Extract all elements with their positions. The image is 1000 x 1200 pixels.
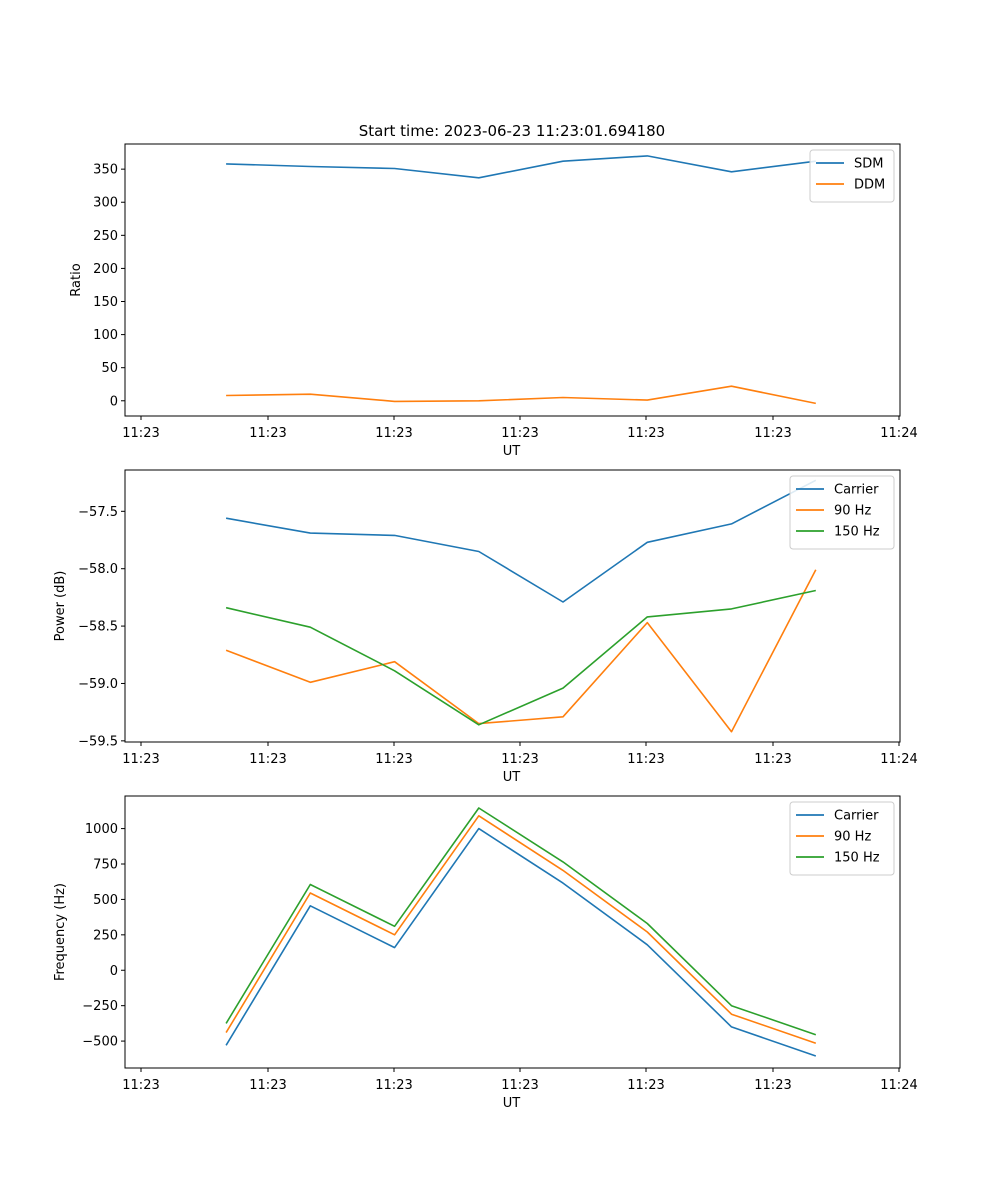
x-tick-label: 11:23: [501, 752, 538, 767]
y-tick-label: −57.5: [78, 505, 118, 520]
x-tick-label: 11:24: [880, 1078, 917, 1093]
y-tick-label: 50: [101, 361, 118, 376]
y-axis-label: Ratio: [69, 263, 84, 296]
legend: Carrier 90 Hz 150 Hz: [789, 801, 895, 876]
chart-panel: 11:23 11:23 11:23 11:23 11:23 11:23 11:24 −500 −…: [53, 795, 918, 1111]
x-tick-label: 11:23: [501, 1078, 538, 1093]
legend-label: Carrier: [834, 809, 879, 824]
legend-label: 150 Hz: [834, 851, 880, 866]
axes-frame: [124, 795, 901, 1069]
x-tick-label: 11:23: [375, 752, 412, 767]
series-line: [226, 155, 816, 179]
y-tick-label: 300: [93, 196, 118, 211]
x-tick-label: 11:23: [122, 1078, 159, 1093]
x-tick-label: 11:24: [880, 752, 917, 767]
legend-label: 150 Hz: [834, 525, 880, 540]
panels: 11:23 11:23 11:23 11:23 11:23 11:23 11:24 0 50 10…: [53, 143, 918, 1111]
y-tick-label: 500: [93, 893, 118, 908]
x-tick-label: 11:23: [754, 426, 791, 441]
legend-label: SDM: [854, 157, 883, 172]
y-tick-label: 1000: [85, 822, 118, 837]
x-tick-label: 11:23: [501, 426, 538, 441]
y-tick-label: 100: [93, 328, 118, 343]
x-tick-label: 11:23: [122, 426, 159, 441]
series-line: [225, 589, 816, 726]
x-tick-label: 11:23: [249, 752, 286, 767]
series-line: [225, 827, 817, 1057]
y-tick-label: −250: [82, 999, 118, 1014]
x-tick-label: 11:24: [880, 426, 917, 441]
y-tick-label: −59.5: [78, 734, 118, 749]
y-tick-label: 750: [93, 858, 118, 873]
series-line: [225, 479, 817, 603]
series-line: [225, 569, 817, 733]
y-tick-label: 0: [110, 964, 118, 979]
figure-title: Start time: 2023-06-23 11:23:01.694180: [359, 122, 665, 140]
y-tick-label: 200: [93, 262, 118, 277]
x-axis-label: UT: [503, 1096, 521, 1111]
chart-panel: 11:23 11:23 11:23 11:23 11:23 11:23 11:24 0 50 10…: [69, 143, 918, 459]
y-tick-label: 150: [93, 295, 118, 310]
x-tick-label: 11:23: [754, 1078, 791, 1093]
y-tick-label: −58.0: [78, 562, 118, 577]
y-tick-label: 350: [93, 163, 118, 178]
x-tick-label: 11:23: [122, 752, 159, 767]
axes-frame: [124, 469, 901, 743]
y-tick-label: −500: [82, 1035, 118, 1050]
series-line: [225, 814, 817, 1044]
x-tick-label: 11:23: [249, 426, 286, 441]
x-axis-label: UT: [503, 444, 521, 459]
x-tick-label: 11:23: [627, 752, 664, 767]
legend: Carrier 90 Hz 150 Hz: [789, 475, 895, 550]
y-tick-label: −59.0: [78, 677, 118, 692]
y-tick-label: 250: [93, 928, 118, 943]
axes-frame: [124, 143, 901, 417]
legend-label: Carrier: [834, 483, 879, 498]
x-tick-label: 11:23: [375, 1078, 412, 1093]
legend-label: DDM: [854, 178, 885, 193]
x-tick-label: 11:23: [627, 426, 664, 441]
series-line: [225, 807, 817, 1036]
series-line: [226, 385, 816, 405]
x-tick-label: 11:23: [375, 426, 412, 441]
x-tick-label: 11:23: [754, 752, 791, 767]
y-tick-label: −58.5: [78, 620, 118, 635]
y-tick-label: 0: [110, 394, 118, 409]
x-tick-label: 11:23: [249, 1078, 286, 1093]
chart-panel: 11:23 11:23 11:23 11:23 11:23 11:23 11:24 −59.5…: [53, 469, 918, 785]
y-axis-label: Frequency (Hz): [53, 883, 68, 981]
x-tick-label: 11:23: [627, 1078, 664, 1093]
legend: SDM DDM: [809, 149, 895, 203]
y-tick-label: 250: [93, 229, 118, 244]
x-axis-label: UT: [503, 770, 521, 785]
legend-label: 90 Hz: [834, 504, 871, 519]
legend-label: 90 Hz: [834, 830, 871, 845]
y-axis-label: Power (dB): [53, 571, 68, 642]
